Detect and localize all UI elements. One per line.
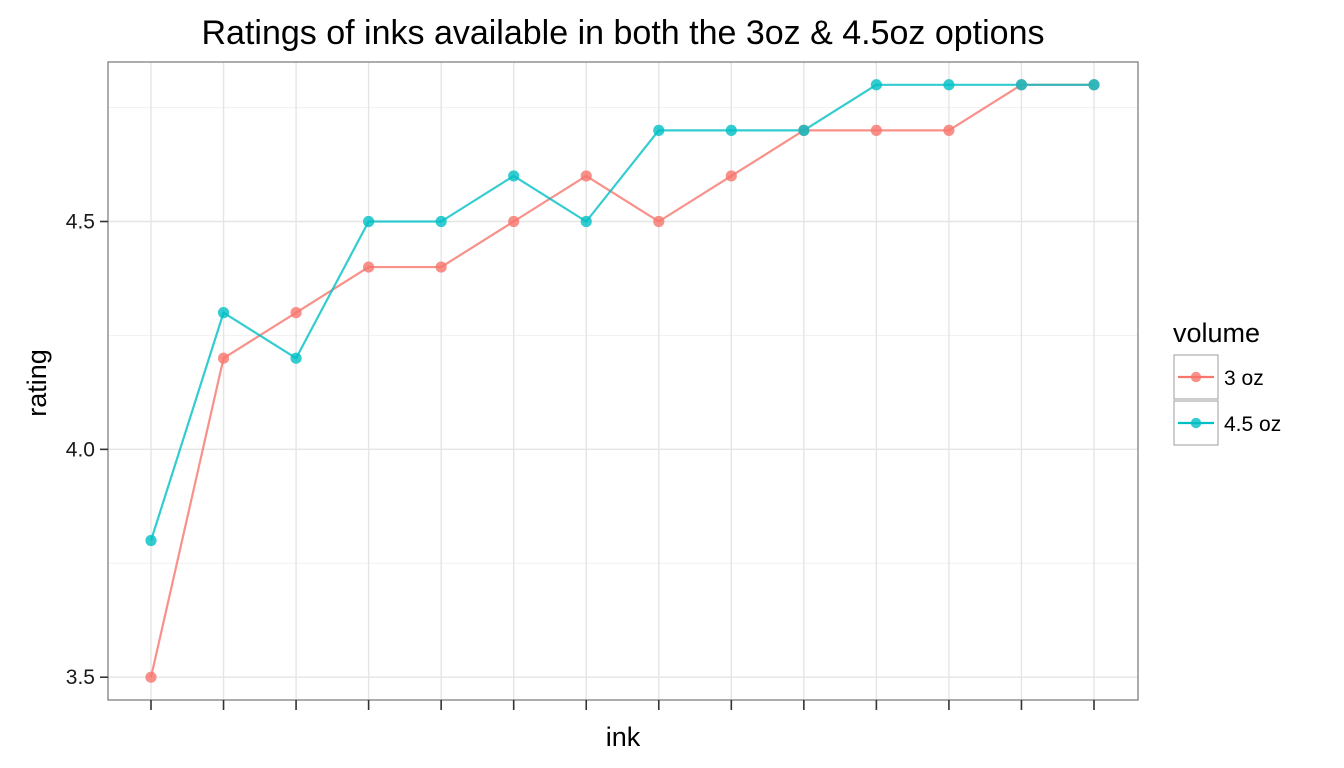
data-point-3-oz: [290, 307, 302, 319]
data-point-4-5-oz: [1015, 79, 1028, 91]
data-point-4-5-oz: [217, 307, 230, 319]
data-point-4-5-oz: [435, 215, 447, 228]
legend-point-4-5oz: [1190, 417, 1202, 429]
series-layer: [145, 79, 1100, 683]
y-tick-label: 4.0: [66, 438, 95, 461]
legend-label-4-5oz: 4.5 oz: [1224, 413, 1281, 436]
x-axis-title: ink: [606, 722, 641, 752]
legend: volume 3 oz 4.5 oz: [1173, 318, 1281, 446]
data-point-3-oz: [725, 170, 737, 182]
y-tick-label: 4.5: [66, 211, 95, 234]
data-point-3-oz: [435, 261, 447, 273]
legend-point-3oz: [1190, 371, 1202, 383]
data-point-3-oz: [580, 170, 592, 182]
data-point-3-oz: [870, 124, 882, 136]
data-point-4-5-oz: [798, 124, 810, 136]
data-point-4-5-oz: [508, 170, 520, 182]
data-point-4-5-oz: [1088, 79, 1100, 91]
data-point-4-5-oz: [943, 79, 955, 91]
plot-background: [108, 62, 1138, 700]
y-axis-title: rating: [22, 349, 52, 417]
data-point-4-5-oz: [290, 352, 302, 364]
data-point-3-oz: [508, 215, 520, 228]
data-point-3-oz: [653, 215, 665, 228]
legend-label-3oz: 3 oz: [1224, 367, 1264, 390]
plot-panel-border: [107, 61, 1139, 701]
data-point-4-5-oz: [580, 215, 592, 228]
y-tick-label: 3.5: [66, 666, 95, 689]
data-point-4-5-oz: [653, 124, 665, 136]
x-axis: [150, 700, 1095, 710]
data-point-4-5-oz: [145, 534, 157, 547]
data-point-4-5-oz: [725, 124, 737, 136]
data-point-3-oz: [217, 352, 230, 364]
data-point-4-5-oz: [870, 79, 882, 91]
data-point-4-5-oz: [363, 215, 375, 228]
y-axis: 3.5 4.0 4.5: [66, 211, 108, 689]
legend-title: volume: [1173, 318, 1260, 348]
chart-title: Ratings of inks available in both the 3o…: [202, 14, 1045, 52]
data-point-3-oz: [145, 671, 157, 683]
series-line-4-5-oz: [149, 83, 1094, 541]
data-point-3-oz: [363, 261, 375, 273]
grid-lines: [108, 62, 1138, 700]
data-point-3-oz: [943, 124, 955, 136]
series-line-3-oz: [149, 83, 1094, 678]
